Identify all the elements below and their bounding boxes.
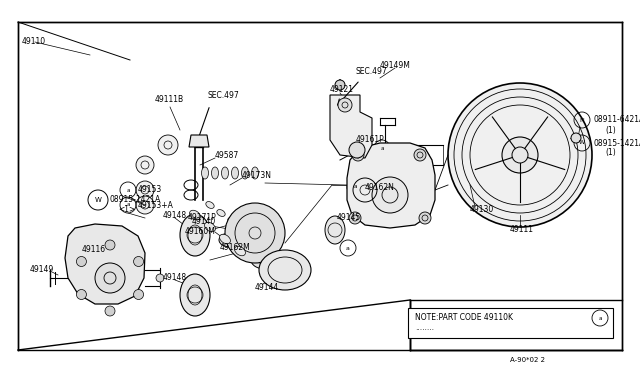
Text: (1): (1) bbox=[605, 148, 616, 157]
Ellipse shape bbox=[221, 167, 228, 179]
Text: 49145: 49145 bbox=[337, 214, 361, 222]
Text: (1): (1) bbox=[605, 125, 616, 135]
Ellipse shape bbox=[189, 210, 200, 220]
Ellipse shape bbox=[206, 202, 214, 208]
Text: a: a bbox=[126, 187, 130, 192]
Circle shape bbox=[502, 137, 538, 173]
Text: 49111B: 49111B bbox=[155, 96, 184, 105]
Circle shape bbox=[349, 212, 361, 224]
Circle shape bbox=[352, 149, 364, 161]
Text: a: a bbox=[346, 246, 350, 250]
Circle shape bbox=[156, 274, 164, 282]
Ellipse shape bbox=[241, 167, 248, 179]
Circle shape bbox=[335, 80, 345, 90]
Circle shape bbox=[338, 98, 352, 112]
Text: 49160M: 49160M bbox=[185, 228, 216, 237]
Circle shape bbox=[76, 289, 86, 299]
Text: 49148: 49148 bbox=[163, 273, 187, 282]
Circle shape bbox=[414, 149, 426, 161]
Text: <1>: <1> bbox=[118, 205, 135, 215]
Text: a: a bbox=[380, 145, 384, 151]
Text: 49116: 49116 bbox=[82, 246, 106, 254]
Polygon shape bbox=[189, 135, 209, 147]
Ellipse shape bbox=[232, 167, 239, 179]
Text: a: a bbox=[353, 185, 356, 189]
Circle shape bbox=[225, 203, 285, 263]
Text: a: a bbox=[126, 202, 130, 208]
Ellipse shape bbox=[228, 218, 236, 224]
Ellipse shape bbox=[325, 216, 345, 244]
Ellipse shape bbox=[180, 274, 210, 316]
Ellipse shape bbox=[202, 167, 209, 179]
Ellipse shape bbox=[239, 225, 247, 232]
Ellipse shape bbox=[180, 214, 210, 256]
Circle shape bbox=[76, 257, 86, 266]
Circle shape bbox=[134, 289, 143, 299]
Circle shape bbox=[158, 135, 178, 155]
Circle shape bbox=[448, 83, 592, 227]
Text: 49171P: 49171P bbox=[188, 214, 217, 222]
Ellipse shape bbox=[259, 250, 311, 290]
Text: W: W bbox=[95, 197, 101, 203]
Text: a: a bbox=[598, 315, 602, 321]
Ellipse shape bbox=[250, 234, 258, 240]
Text: 49110: 49110 bbox=[22, 38, 46, 46]
Text: SEC.497: SEC.497 bbox=[355, 67, 387, 77]
Text: 49144: 49144 bbox=[255, 283, 279, 292]
Ellipse shape bbox=[235, 246, 245, 256]
Circle shape bbox=[349, 142, 365, 158]
Text: 49153+A: 49153+A bbox=[138, 201, 174, 209]
Circle shape bbox=[136, 181, 154, 199]
Ellipse shape bbox=[220, 234, 230, 244]
Text: 49140: 49140 bbox=[192, 218, 216, 227]
Ellipse shape bbox=[371, 147, 379, 163]
Text: 49153: 49153 bbox=[138, 186, 163, 195]
Ellipse shape bbox=[211, 167, 218, 179]
Circle shape bbox=[95, 263, 125, 293]
Text: 49130: 49130 bbox=[470, 205, 494, 215]
Circle shape bbox=[571, 133, 581, 143]
Text: 49173N: 49173N bbox=[242, 170, 272, 180]
Text: 49121: 49121 bbox=[330, 86, 354, 94]
Ellipse shape bbox=[205, 222, 216, 232]
Text: ........: ........ bbox=[415, 324, 434, 333]
Circle shape bbox=[419, 212, 431, 224]
Ellipse shape bbox=[217, 209, 225, 217]
Polygon shape bbox=[330, 95, 372, 158]
Text: A-90*02 2: A-90*02 2 bbox=[510, 357, 545, 363]
Text: 49162M: 49162M bbox=[220, 244, 251, 253]
Circle shape bbox=[136, 196, 154, 214]
Text: SEC.497: SEC.497 bbox=[208, 90, 240, 99]
Text: 49149M: 49149M bbox=[380, 61, 411, 70]
Circle shape bbox=[105, 306, 115, 316]
Text: 49587: 49587 bbox=[215, 151, 239, 160]
Text: 49161P: 49161P bbox=[356, 135, 385, 144]
Text: NOTE:PART CODE 49110K: NOTE:PART CODE 49110K bbox=[415, 314, 513, 323]
Text: 08911-6421A: 08911-6421A bbox=[593, 115, 640, 125]
Text: 08915-1421A: 08915-1421A bbox=[593, 138, 640, 148]
Text: N: N bbox=[580, 118, 584, 122]
Circle shape bbox=[136, 156, 154, 174]
Text: 49148: 49148 bbox=[163, 211, 187, 219]
Text: 49111: 49111 bbox=[510, 225, 534, 234]
Circle shape bbox=[372, 177, 408, 213]
Ellipse shape bbox=[252, 167, 259, 179]
Ellipse shape bbox=[251, 251, 279, 269]
Bar bbox=[408, 308, 613, 338]
Text: W: W bbox=[579, 141, 585, 145]
Circle shape bbox=[406, 148, 430, 172]
Polygon shape bbox=[347, 143, 435, 228]
Text: 49162N: 49162N bbox=[365, 183, 395, 192]
Polygon shape bbox=[65, 224, 145, 304]
Text: 49149: 49149 bbox=[30, 266, 54, 275]
Circle shape bbox=[134, 257, 143, 266]
Text: 08915-1421A: 08915-1421A bbox=[110, 196, 161, 205]
Ellipse shape bbox=[219, 233, 241, 247]
Circle shape bbox=[105, 240, 115, 250]
